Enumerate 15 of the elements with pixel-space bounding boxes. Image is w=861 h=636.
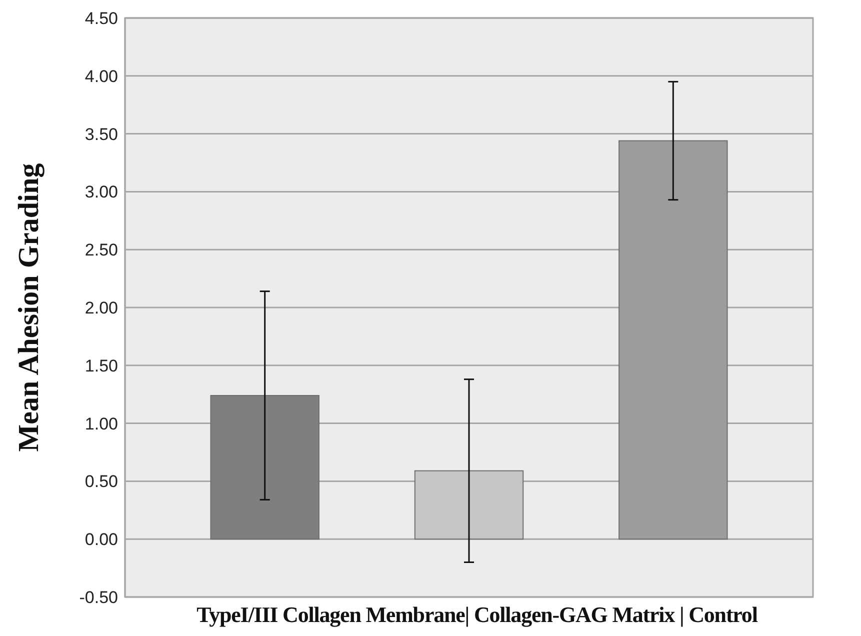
y-tick-label: 0.50 [84,472,118,492]
y-tick-label: 4.00 [84,66,118,86]
y-tick-label: -0.50 [79,588,118,607]
x-axis-title: TypeI/III Collagen Membrane| Collagen-GAG Matrix | Control [196,602,758,627]
y-tick-label: 1.00 [84,414,118,434]
bar [414,470,524,540]
y-tick-label: 3.00 [84,182,118,202]
bar [210,395,320,540]
y-tick-label: 4.50 [84,8,118,28]
y-tick-label: 0.00 [84,530,118,550]
y-tick-label: 2.50 [84,240,118,260]
y-tick-label: 1.50 [84,356,118,376]
y-tick-label: 2.00 [84,298,118,318]
y-tick-label: 3.50 [84,124,118,144]
y-axis-title: Mean Ahesion Grading [13,162,46,452]
